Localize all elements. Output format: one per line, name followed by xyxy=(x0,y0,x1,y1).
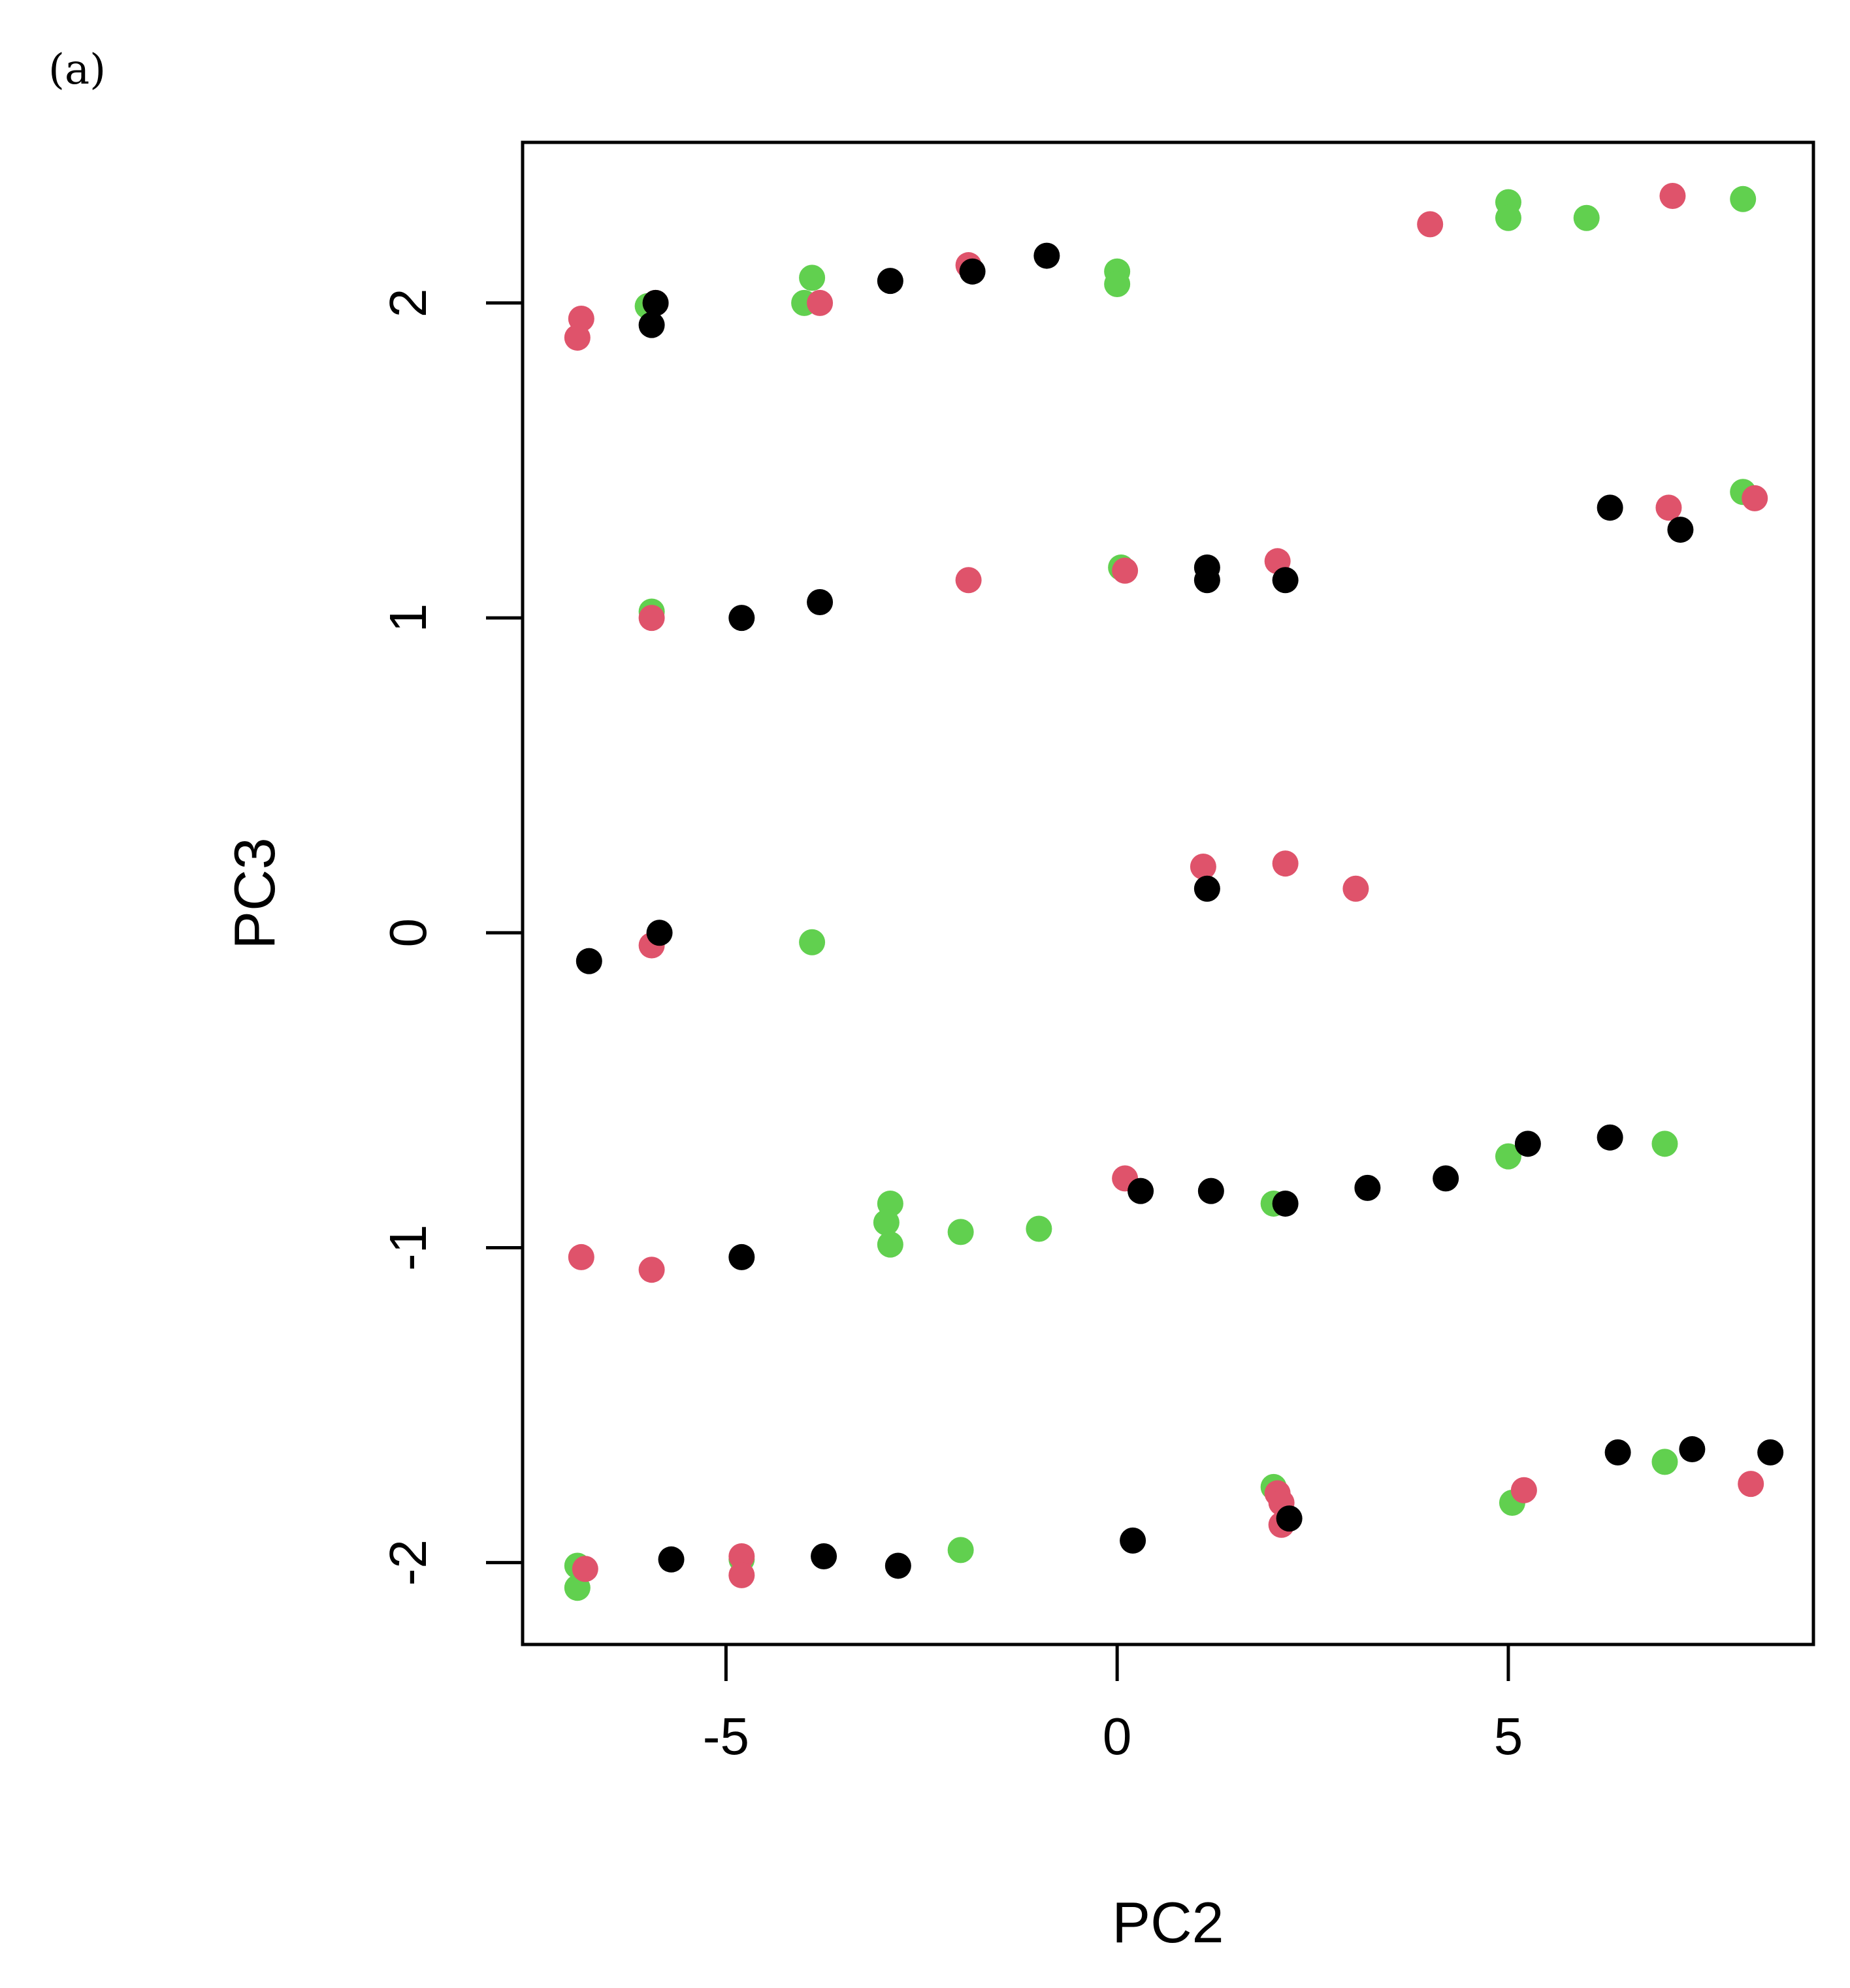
data-point-s0-7 xyxy=(1573,204,1600,231)
data-point-s2-13 xyxy=(646,920,673,946)
data-point-s2-10 xyxy=(1597,494,1623,521)
data-point-s2-24 xyxy=(811,1543,837,1569)
data-point-s1-17 xyxy=(568,1243,594,1270)
data-point-s2-2 xyxy=(877,268,903,295)
data-point-s2-20 xyxy=(1433,1165,1459,1192)
data-point-s2-30 xyxy=(1757,1439,1784,1466)
data-point-s2-21 xyxy=(1514,1130,1541,1157)
data-point-s1-12 xyxy=(1742,485,1768,511)
data-point-s0-14 xyxy=(873,1209,900,1236)
y-tick-label: 1 xyxy=(379,603,437,633)
x-axis-label: PC2 xyxy=(1112,1890,1224,1955)
data-point-s2-11 xyxy=(1667,517,1694,543)
data-point-s2-4 xyxy=(1033,242,1060,269)
data-point-s0-6 xyxy=(1495,204,1521,231)
data-point-s2-12 xyxy=(576,948,602,974)
data-point-s1-3 xyxy=(807,289,834,316)
data-point-s2-15 xyxy=(728,1243,755,1270)
data-point-s1-21 xyxy=(728,1543,755,1569)
data-point-s0-17 xyxy=(1026,1215,1052,1242)
data-point-s0-20 xyxy=(1651,1130,1678,1157)
x-tick-label: 0 xyxy=(1103,1707,1132,1765)
data-point-s1-22 xyxy=(728,1562,755,1588)
data-point-s0-4 xyxy=(1104,270,1131,297)
data-point-s1-9 xyxy=(1112,557,1139,584)
y-tick-label: 0 xyxy=(379,918,437,948)
data-point-s2-28 xyxy=(1604,1439,1631,1466)
data-point-s0-27 xyxy=(1651,1449,1678,1475)
data-point-s2-19 xyxy=(1354,1174,1381,1201)
points-layer xyxy=(564,182,1784,1601)
x-axis: -5 0 5 xyxy=(703,1643,1523,1765)
data-point-s2-23 xyxy=(658,1546,685,1573)
data-point-s2-17 xyxy=(1197,1178,1224,1204)
data-point-s1-6 xyxy=(1659,182,1686,209)
data-point-s0-12 xyxy=(799,929,826,955)
data-point-s2-3 xyxy=(959,258,986,285)
data-point-s2-27 xyxy=(1276,1505,1303,1532)
data-point-s0-16 xyxy=(947,1219,974,1245)
data-point-s2-29 xyxy=(1679,1436,1706,1463)
data-point-s1-5 xyxy=(1417,211,1444,238)
data-point-s2-5 xyxy=(728,605,755,632)
y-axis: -2 -1 0 1 2 xyxy=(379,289,525,1586)
data-point-s2-9 xyxy=(1272,567,1299,594)
data-point-s0-8 xyxy=(1730,185,1757,212)
data-point-s1-26 xyxy=(1510,1477,1537,1503)
data-point-s1-7 xyxy=(638,605,665,632)
data-point-s2-25 xyxy=(884,1552,911,1579)
y-axis-label: PC3 xyxy=(222,837,287,949)
data-point-s2-22 xyxy=(1597,1124,1623,1151)
data-point-s2-6 xyxy=(807,588,834,615)
panel-label: (a) xyxy=(48,46,106,94)
data-point-s2-8 xyxy=(1193,567,1220,594)
x-tick-label: -5 xyxy=(703,1707,749,1765)
y-tick-label: -1 xyxy=(379,1225,437,1271)
data-point-s1-18 xyxy=(638,1257,665,1283)
data-point-s1-8 xyxy=(955,567,982,594)
data-point-s1-15 xyxy=(1342,875,1369,902)
data-point-s1-14 xyxy=(1272,850,1299,877)
data-point-s2-1 xyxy=(638,312,665,338)
data-point-s2-14 xyxy=(1193,875,1220,902)
data-point-s1-27 xyxy=(1738,1471,1764,1498)
data-point-s0-15 xyxy=(877,1231,903,1258)
plot-frame xyxy=(521,140,1815,1646)
data-point-s2-18 xyxy=(1272,1190,1299,1217)
data-point-s0-19 xyxy=(1495,1143,1521,1170)
x-tick-label: 5 xyxy=(1494,1707,1523,1765)
y-tick-label: -2 xyxy=(379,1539,437,1586)
data-point-s2-0 xyxy=(642,289,669,316)
data-point-s1-1 xyxy=(564,324,591,351)
data-point-s1-11 xyxy=(1655,494,1682,521)
data-point-s1-13 xyxy=(1190,854,1216,880)
data-point-s2-16 xyxy=(1128,1178,1154,1204)
data-point-s1-20 xyxy=(572,1556,598,1582)
data-point-s0-24 xyxy=(947,1537,974,1563)
y-tick-label: 2 xyxy=(379,289,437,318)
data-point-s2-26 xyxy=(1120,1527,1146,1554)
data-point-s0-1 xyxy=(799,265,826,291)
